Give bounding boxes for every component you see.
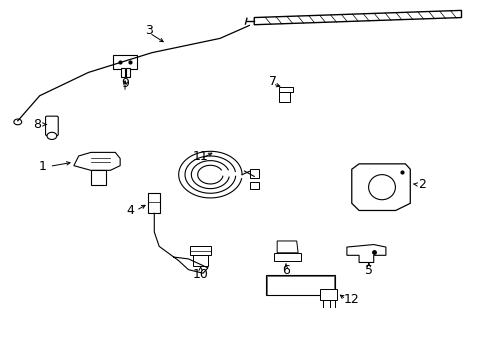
- Ellipse shape: [368, 175, 395, 200]
- Polygon shape: [193, 255, 207, 266]
- Polygon shape: [320, 289, 336, 300]
- FancyBboxPatch shape: [45, 116, 58, 135]
- Text: 10: 10: [192, 268, 208, 281]
- Bar: [266, 275, 334, 295]
- Text: 3: 3: [145, 24, 153, 37]
- Bar: [126, 68, 130, 77]
- Polygon shape: [250, 182, 259, 189]
- Polygon shape: [74, 152, 120, 170]
- Text: 4: 4: [126, 204, 134, 217]
- Bar: [121, 68, 125, 77]
- Polygon shape: [278, 87, 293, 92]
- Text: 7: 7: [268, 75, 276, 88]
- Bar: [267, 276, 333, 296]
- Text: 1: 1: [38, 160, 46, 173]
- Text: 5: 5: [364, 264, 372, 277]
- Polygon shape: [250, 169, 259, 178]
- Text: 9: 9: [121, 77, 129, 90]
- Text: 2: 2: [418, 178, 426, 191]
- Polygon shape: [278, 92, 289, 102]
- Text: 12: 12: [343, 293, 359, 306]
- Polygon shape: [351, 164, 409, 211]
- Text: 6: 6: [282, 264, 289, 277]
- Polygon shape: [254, 10, 461, 25]
- Circle shape: [47, 132, 57, 139]
- Polygon shape: [346, 244, 385, 262]
- Text: 11: 11: [192, 150, 208, 163]
- Polygon shape: [91, 170, 105, 185]
- Text: 8: 8: [33, 118, 41, 131]
- Polygon shape: [189, 246, 211, 255]
- Polygon shape: [148, 193, 160, 213]
- Polygon shape: [273, 253, 300, 261]
- Polygon shape: [277, 241, 298, 253]
- Bar: [113, 55, 137, 69]
- Circle shape: [14, 119, 21, 125]
